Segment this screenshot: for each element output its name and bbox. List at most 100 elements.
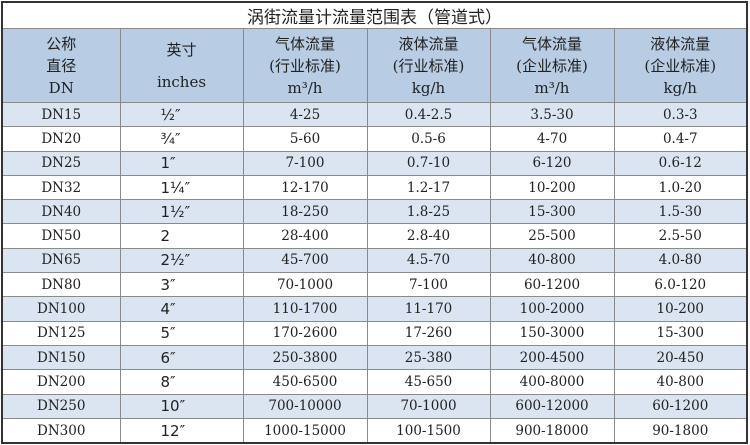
cell-liquid-flow-industry: 70-1000 <box>366 393 491 419</box>
cell-liquid-flow-industry: 2.8-40 <box>366 223 491 249</box>
cell-gas-flow-industry: 7-100 <box>242 150 368 176</box>
cell-gas-flow-enterprise: 40-800 <box>489 247 615 274</box>
cell-inches: 1¼″ <box>119 174 244 201</box>
header-line: 气体流量 <box>274 34 335 53</box>
cell-gas-flow-enterprise: 4-70 <box>489 126 615 152</box>
cell-gas-flow-industry: 12-170 <box>242 174 368 201</box>
cell-liquid-flow-industry: 17-260 <box>366 320 491 346</box>
cell-nominal-diameter: DN32 <box>1 174 121 201</box>
cell-nominal-diameter: DN15 <box>1 101 121 128</box>
cell-gas-flow-enterprise: 900-18000 <box>489 417 615 444</box>
table-row: DN40 1½″ 18-250 1.8-25 15-300 1.5-30 <box>1 199 748 225</box>
cell-nominal-diameter: DN40 <box>1 199 121 225</box>
header-line: 液体流量 <box>650 34 711 53</box>
header-line: m³/h <box>534 78 570 97</box>
column-header-gas-flow-enterprise: 气体流量 (企业标准) m³/h <box>489 28 615 103</box>
cell-liquid-flow-enterprise: 1.5-30 <box>613 199 748 225</box>
cell-inches: 6″ <box>119 344 244 371</box>
table-row: DN250 10″ 700-10000 70-1000 600-12000 60-1200 <box>1 393 748 419</box>
cell-nominal-diameter: DN100 <box>1 296 121 322</box>
cell-inches: 1½″ <box>119 199 244 225</box>
cell-nominal-diameter: DN25 <box>1 150 121 176</box>
cell-gas-flow-enterprise: 60-1200 <box>489 272 615 298</box>
table-row: DN65 2½″ 45-700 4.5-70 40-800 4.0-80 <box>1 247 748 274</box>
header-line: kg/h <box>411 78 446 97</box>
column-header-nominal-diameter: 公称 直径 DN <box>1 28 121 103</box>
header-line: 直径 <box>46 56 77 75</box>
header-line: 英寸 <box>166 40 197 59</box>
column-header-liquid-flow-industry: 液体流量 (行业标准) kg/h <box>366 28 491 103</box>
cell-nominal-diameter: DN65 <box>1 247 121 274</box>
cell-gas-flow-industry: 28-400 <box>242 223 368 249</box>
table-row: DN125 5″ 170-2600 17-260 150-3000 15-300 <box>1 320 748 346</box>
cell-liquid-flow-enterprise: 90-1800 <box>613 417 748 444</box>
cell-inches: 1″ <box>119 150 244 176</box>
cell-gas-flow-industry: 170-2600 <box>242 320 368 346</box>
cell-gas-flow-industry: 250-3800 <box>242 344 368 371</box>
cell-inches: 5″ <box>119 320 244 346</box>
cell-liquid-flow-industry: 1.2-17 <box>366 174 491 201</box>
cell-liquid-flow-enterprise: 2.5-50 <box>613 223 748 249</box>
table-title: 涡街流量计流量范围表（管道式） <box>1 1 748 29</box>
cell-liquid-flow-industry: 11-170 <box>366 296 491 322</box>
cell-gas-flow-enterprise: 25-500 <box>489 223 615 249</box>
cell-gas-flow-industry: 70-1000 <box>242 272 368 298</box>
cell-gas-flow-industry: 45-700 <box>242 247 368 274</box>
cell-nominal-diameter: DN20 <box>1 126 121 152</box>
cell-liquid-flow-industry: 1.8-25 <box>366 199 491 225</box>
cell-liquid-flow-enterprise: 1.0-20 <box>613 174 748 201</box>
header-line: (行业标准) <box>392 56 465 75</box>
cell-gas-flow-industry: 4-25 <box>242 101 368 128</box>
column-header-gas-flow-industry: 气体流量 (行业标准) m³/h <box>242 28 368 103</box>
cell-inches: 2½″ <box>119 247 244 274</box>
cell-gas-flow-enterprise: 600-12000 <box>489 393 615 419</box>
cell-gas-flow-industry: 1000-15000 <box>242 417 368 444</box>
cell-gas-flow-enterprise: 200-4500 <box>489 344 615 371</box>
cell-gas-flow-enterprise: 15-300 <box>489 199 615 225</box>
table-row: DN150 6″ 250-3800 25-380 200-4500 20-450 <box>1 344 748 371</box>
header-line: m³/h <box>287 78 323 97</box>
cell-nominal-diameter: DN200 <box>1 369 121 395</box>
table-row: DN200 8″ 450-6500 45-650 400-8000 40-800 <box>1 369 748 395</box>
cell-liquid-flow-enterprise: 0.6-12 <box>613 150 748 176</box>
cell-liquid-flow-enterprise: 40-800 <box>613 369 748 395</box>
table-row: DN300 12″ 1000-15000 100-1500 900-18000 90-18… <box>1 417 748 444</box>
column-header-inches: 英寸 inches <box>119 28 244 103</box>
cell-inches: 4″ <box>119 296 244 322</box>
cell-gas-flow-enterprise: 150-3000 <box>489 320 615 346</box>
cell-gas-flow-industry: 5-60 <box>242 126 368 152</box>
header-line: (行业标准) <box>269 56 341 75</box>
table-row: DN25 1″ 7-100 0.7-10 6-120 0.6-12 <box>1 150 748 176</box>
cell-liquid-flow-industry: 100-1500 <box>366 417 491 444</box>
cell-nominal-diameter: DN125 <box>1 320 121 346</box>
cell-liquid-flow-enterprise: 60-1200 <box>613 393 748 419</box>
cell-liquid-flow-industry: 0.4-2.5 <box>366 101 491 128</box>
column-header-liquid-flow-enterprise: 液体流量 (企业标准) kg/h <box>613 28 748 103</box>
cell-gas-flow-enterprise: 100-2000 <box>489 296 615 322</box>
table-row: DN32 1¼″ 12-170 1.2-17 10-200 1.0-20 <box>1 174 748 201</box>
cell-liquid-flow-industry: 7-100 <box>366 272 491 298</box>
header-line: 公称 <box>46 34 77 53</box>
cell-nominal-diameter: DN80 <box>1 272 121 298</box>
cell-liquid-flow-industry: 0.7-10 <box>366 150 491 176</box>
cell-nominal-diameter: DN50 <box>1 223 121 249</box>
cell-liquid-flow-enterprise: 0.4-7 <box>613 126 748 152</box>
cell-inches: 3″ <box>119 272 244 298</box>
cell-inches: ½″ <box>119 101 244 128</box>
cell-liquid-flow-enterprise: 4.0-80 <box>613 247 748 274</box>
header-line: (企业标准) <box>516 56 588 75</box>
cell-liquid-flow-enterprise: 0.3-3 <box>613 101 748 128</box>
cell-inches: 2 <box>119 223 244 249</box>
table-row: DN50 2 28-400 2.8-40 25-500 2.5-50 <box>1 223 748 249</box>
cell-gas-flow-enterprise: 6-120 <box>489 150 615 176</box>
cell-inches: 8″ <box>119 369 244 395</box>
cell-gas-flow-enterprise: 3.5-30 <box>489 101 615 128</box>
cell-liquid-flow-enterprise: 20-450 <box>613 344 748 371</box>
cell-gas-flow-industry: 110-1700 <box>242 296 368 322</box>
cell-nominal-diameter: DN250 <box>1 393 121 419</box>
cell-liquid-flow-industry: 4.5-70 <box>366 247 491 274</box>
cell-liquid-flow-industry: 45-650 <box>366 369 491 395</box>
table-row: DN15 ½″ 4-25 0.4-2.5 3.5-30 0.3-3 <box>1 101 748 128</box>
